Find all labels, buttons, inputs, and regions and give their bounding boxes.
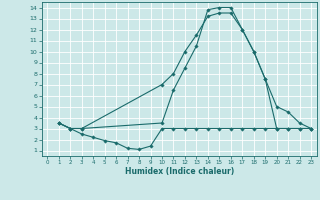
X-axis label: Humidex (Indice chaleur): Humidex (Indice chaleur) <box>124 167 234 176</box>
